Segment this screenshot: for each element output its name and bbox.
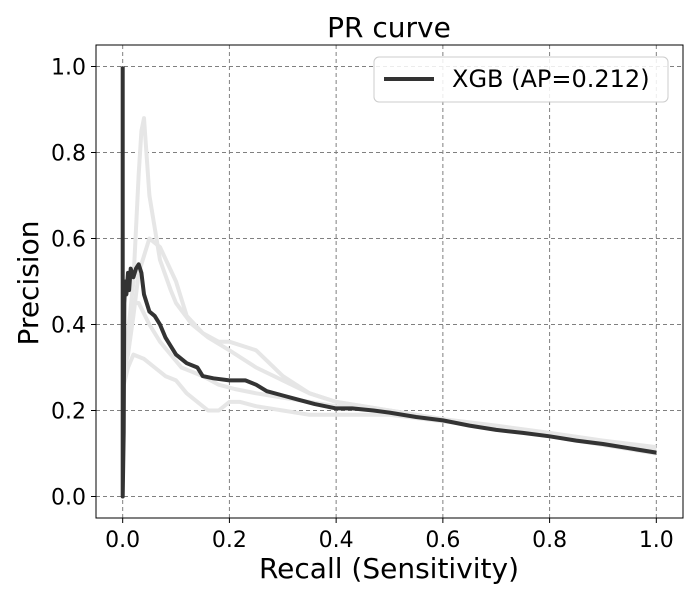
x-tick-label: 0.6 <box>425 528 460 553</box>
background-series-line-2 <box>120 236 657 450</box>
background-series-line-1 <box>120 116 657 452</box>
legend-label: XGB (AP=0.212) <box>452 65 650 93</box>
y-tick-label: 0.0 <box>51 486 86 511</box>
background-series-group <box>120 116 657 456</box>
chart-title: PR curve <box>327 11 451 44</box>
x-tick-label: 0.8 <box>532 528 567 553</box>
legend: XGB (AP=0.212) <box>373 56 669 103</box>
legend-box <box>373 56 669 103</box>
y-axis-ticks: 0.0 0.2 0.4 0.6 0.8 1.0 <box>51 56 96 511</box>
main-series-line <box>120 66 657 499</box>
x-axis-ticks: 0.0 0.2 0.4 0.6 0.8 1.0 <box>105 518 674 553</box>
x-tick-label: 0.4 <box>319 528 354 553</box>
y-tick-label: 0.6 <box>51 228 86 253</box>
x-tick-label: 0.2 <box>212 528 247 553</box>
grid-lines <box>96 45 683 518</box>
x-tick-label: 1.0 <box>639 528 674 553</box>
plot-frame <box>95 44 684 519</box>
x-axis-label: Recall (Sensitivity) <box>259 552 519 585</box>
background-series-line-4 <box>120 301 657 456</box>
y-axis-label: Precision <box>12 221 45 346</box>
y-tick-label: 0.2 <box>51 400 86 425</box>
main-series-group <box>120 66 657 499</box>
x-tick-label: 0.0 <box>105 528 140 553</box>
y-tick-label: 0.4 <box>51 314 86 339</box>
y-tick-label: 0.8 <box>51 142 86 167</box>
y-tick-label: 1.0 <box>51 56 86 81</box>
